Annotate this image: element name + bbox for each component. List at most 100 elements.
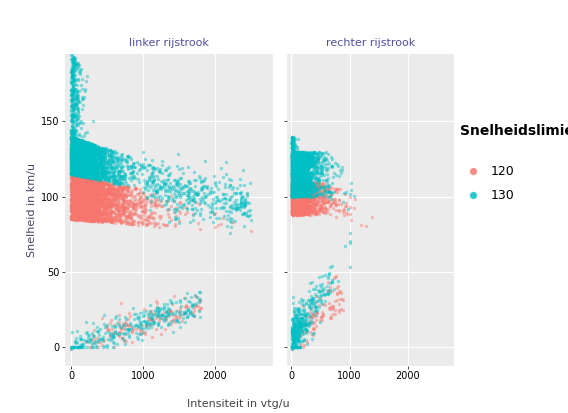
- Point: [74, 172, 83, 179]
- Point: [298, 151, 307, 157]
- Point: [304, 180, 313, 187]
- Point: [90, 165, 99, 171]
- Point: [85, 209, 94, 216]
- Point: [94, 162, 103, 169]
- Point: [311, 184, 320, 191]
- Point: [290, 181, 299, 188]
- Point: [298, 176, 307, 182]
- Point: [297, 149, 306, 155]
- Point: [127, 212, 136, 218]
- Point: [74, 140, 83, 146]
- Point: [227, 218, 236, 225]
- Point: [86, 174, 95, 180]
- Point: [136, 189, 145, 195]
- Point: [79, 184, 88, 190]
- Point: [292, 150, 301, 157]
- Point: [99, 174, 108, 180]
- Point: [69, 159, 78, 165]
- Point: [118, 198, 127, 204]
- Point: [289, 208, 298, 214]
- Point: [79, 183, 88, 189]
- Point: [91, 163, 100, 169]
- Point: [73, 156, 82, 163]
- Point: [198, 216, 207, 223]
- Point: [173, 318, 182, 324]
- Point: [297, 167, 306, 174]
- Point: [116, 172, 126, 179]
- Point: [289, 183, 298, 190]
- Point: [191, 300, 201, 306]
- Point: [289, 154, 298, 161]
- Point: [288, 193, 297, 200]
- Point: [303, 156, 312, 163]
- Point: [82, 180, 91, 187]
- Point: [310, 192, 319, 199]
- Point: [97, 211, 106, 218]
- Point: [72, 178, 81, 185]
- Point: [108, 157, 117, 164]
- Point: [78, 174, 87, 181]
- Point: [206, 184, 215, 191]
- Point: [73, 186, 82, 193]
- Point: [82, 142, 91, 148]
- Point: [83, 184, 92, 190]
- Point: [287, 344, 296, 351]
- Point: [289, 192, 298, 198]
- Point: [317, 314, 326, 320]
- Point: [83, 153, 92, 160]
- Point: [290, 173, 299, 180]
- Point: [81, 202, 90, 209]
- Point: [191, 183, 200, 189]
- Point: [90, 156, 99, 163]
- Point: [73, 179, 82, 185]
- Point: [115, 179, 124, 186]
- Point: [88, 192, 97, 199]
- Point: [72, 115, 81, 122]
- Point: [99, 195, 108, 202]
- Point: [287, 193, 296, 200]
- Point: [287, 184, 296, 191]
- Point: [76, 336, 85, 342]
- Point: [74, 139, 83, 145]
- Point: [73, 105, 82, 112]
- Point: [78, 176, 87, 182]
- Point: [302, 167, 311, 174]
- Point: [73, 153, 82, 160]
- Point: [295, 185, 304, 192]
- Point: [70, 158, 80, 165]
- Point: [95, 164, 104, 171]
- Point: [72, 152, 81, 159]
- Point: [74, 143, 83, 150]
- Point: [297, 193, 306, 199]
- Point: [67, 182, 76, 189]
- Point: [68, 154, 77, 160]
- Point: [70, 216, 79, 222]
- Point: [68, 161, 77, 168]
- Point: [98, 197, 107, 204]
- Point: [294, 195, 303, 202]
- Point: [306, 158, 315, 164]
- Point: [72, 147, 81, 154]
- Point: [89, 164, 98, 171]
- Point: [73, 144, 82, 151]
- Point: [293, 173, 302, 180]
- Point: [289, 193, 298, 200]
- Point: [160, 167, 169, 174]
- Point: [321, 183, 330, 190]
- Point: [287, 191, 296, 198]
- Point: [303, 189, 312, 195]
- Point: [101, 211, 110, 218]
- Point: [93, 215, 102, 222]
- Point: [66, 159, 76, 166]
- Point: [75, 173, 84, 179]
- Point: [288, 171, 297, 178]
- Point: [314, 159, 323, 166]
- Point: [306, 306, 315, 313]
- Point: [316, 189, 325, 196]
- Point: [303, 159, 312, 165]
- Point: [295, 172, 304, 179]
- Point: [331, 185, 340, 192]
- Point: [73, 162, 82, 169]
- Point: [306, 157, 315, 164]
- Point: [67, 135, 76, 142]
